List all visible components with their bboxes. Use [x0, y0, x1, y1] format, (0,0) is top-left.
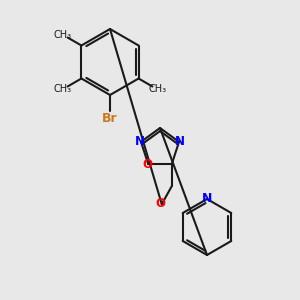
Text: Br: Br [102, 112, 118, 124]
Text: CH₃: CH₃ [53, 85, 71, 94]
Text: N: N [135, 135, 145, 148]
Text: N: N [202, 193, 212, 206]
Text: O: O [156, 197, 166, 210]
Text: N: N [175, 135, 185, 148]
Text: O: O [142, 158, 152, 171]
Text: CH₃: CH₃ [53, 29, 71, 40]
Text: CH₃: CH₃ [148, 85, 167, 94]
